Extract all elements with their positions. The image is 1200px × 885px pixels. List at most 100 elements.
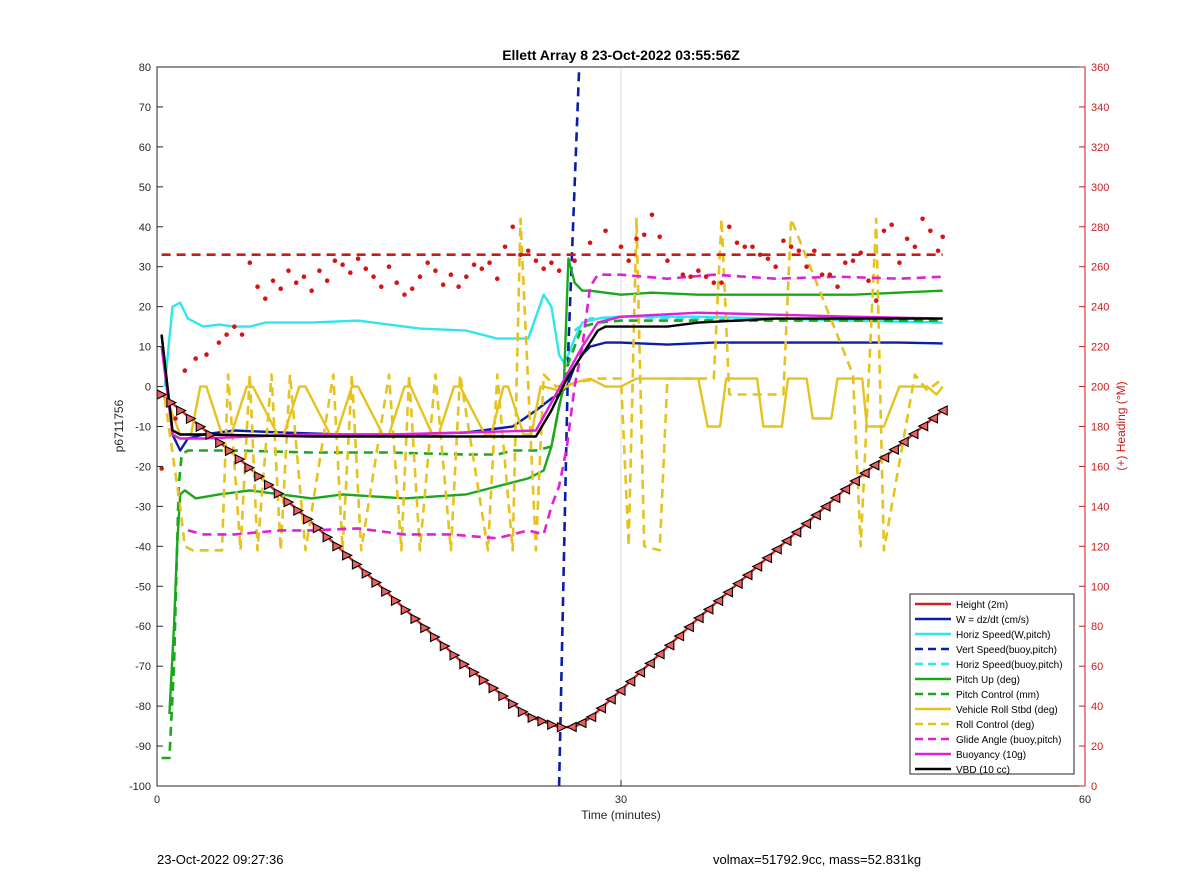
- y2-tick-label: 360: [1091, 62, 1109, 74]
- heading-point: [734, 240, 740, 246]
- height-marker: [332, 540, 344, 552]
- heading-point: [159, 466, 164, 471]
- heading-point: [348, 270, 353, 276]
- y2-tick-label: 80: [1091, 621, 1103, 633]
- height-marker: [429, 631, 441, 643]
- heading-point: [696, 268, 701, 274]
- heading-point: [873, 298, 879, 303]
- heading-point: [781, 238, 786, 244]
- heading-point: [402, 292, 407, 297]
- axes: 0 30 60-100-90-80-70-60-50-40-30-20-100102…: [129, 62, 1109, 806]
- height-marker: [283, 496, 295, 508]
- heading-point: [649, 212, 655, 218]
- heading-point: [726, 224, 732, 230]
- heading-point: [247, 260, 253, 266]
- heading-point: [232, 324, 237, 329]
- heading-point: [688, 274, 693, 280]
- y2-tick-label: 340: [1091, 102, 1109, 114]
- y2-tick-label: 320: [1091, 142, 1109, 154]
- heading-point: [479, 266, 485, 272]
- chart-title: Ellett Array 8 23-Oct-2022 03:55:56Z: [502, 47, 740, 63]
- heading-point: [819, 272, 825, 278]
- heading-point: [541, 266, 546, 272]
- heading-point: [216, 340, 222, 345]
- y2-tick-label: 20: [1091, 741, 1103, 753]
- heading-point: [286, 268, 291, 274]
- legend-label: Vert Speed(buoy,pitch): [956, 645, 1057, 656]
- y-tick-label: 80: [139, 62, 151, 74]
- y-tick-label: 60: [139, 142, 151, 154]
- heading-point: [773, 264, 778, 270]
- height-marker: [508, 698, 519, 710]
- heading-point: [173, 416, 178, 421]
- heading-point: [812, 248, 817, 254]
- y2-tick-label: 180: [1091, 422, 1109, 434]
- heading-point: [835, 284, 840, 289]
- heading-point: [340, 262, 345, 268]
- series-line-5: [168, 257, 943, 715]
- height-marker: [351, 559, 363, 570]
- heading-point: [193, 356, 198, 361]
- heading-point: [317, 268, 322, 274]
- y-tick-label: -80: [135, 701, 151, 713]
- heading-point: [525, 248, 531, 254]
- y-tick-label: 30: [139, 262, 151, 274]
- heading-point: [796, 248, 802, 254]
- heading-point: [858, 250, 864, 256]
- height-marker: [244, 462, 256, 474]
- height-marker: [858, 467, 870, 479]
- series-line-8: [163, 217, 944, 552]
- heading-point: [409, 286, 415, 291]
- heading-point: [255, 284, 260, 289]
- heading-point: [757, 252, 763, 258]
- height-marker: [585, 711, 597, 723]
- y-tick-label: 40: [139, 222, 151, 234]
- y2-tick-label: 40: [1091, 701, 1103, 713]
- height-marker: [176, 405, 187, 417]
- heading-point: [502, 244, 508, 250]
- heading-point: [301, 274, 307, 280]
- heading-point: [904, 236, 910, 242]
- height-marker: [449, 649, 461, 661]
- heading-point: [378, 284, 384, 289]
- legend-label: Vehicle Roll Stbd (deg): [956, 705, 1058, 716]
- heading-point: [456, 284, 461, 289]
- height-marker: [614, 685, 626, 696]
- height-marker: [702, 604, 714, 615]
- legend-box: [909, 593, 1075, 775]
- height-marker: [878, 452, 890, 463]
- heading-point: [293, 280, 299, 286]
- heading-point: [897, 260, 902, 266]
- y2-tick-label: 120: [1091, 541, 1109, 553]
- height-marker: [469, 667, 480, 678]
- heading-point: [363, 266, 369, 272]
- x-axis-label: Time (minutes): [581, 808, 661, 822]
- height-marker: [498, 690, 510, 702]
- heading-point: [433, 268, 438, 274]
- heading-point: [533, 258, 539, 264]
- y2-tick-label: 220: [1091, 342, 1109, 354]
- height-marker: [595, 702, 607, 714]
- heading-point: [386, 264, 392, 270]
- y-tick-label: -60: [135, 621, 151, 633]
- y-tick-label: 20: [139, 302, 151, 314]
- height-marker: [263, 479, 275, 491]
- heading-point: [665, 258, 670, 264]
- heading-point: [889, 222, 894, 228]
- heading-point: [309, 288, 314, 293]
- heading-point: [881, 228, 887, 234]
- height-marker: [575, 717, 587, 729]
- height-marker: [663, 639, 675, 651]
- heading-point: [711, 280, 717, 286]
- height-marker: [517, 706, 529, 718]
- x-tick-label: 60: [1079, 794, 1091, 806]
- y2-tick-label: 240: [1091, 302, 1109, 314]
- height-marker: [488, 682, 500, 694]
- heading-point: [935, 248, 941, 254]
- heading-point: [788, 244, 794, 250]
- heading-point: [262, 296, 268, 301]
- height-marker: [537, 715, 549, 727]
- heading-point: [355, 256, 361, 262]
- y2-tick-label: 0: [1091, 781, 1097, 793]
- height-marker: [761, 552, 773, 564]
